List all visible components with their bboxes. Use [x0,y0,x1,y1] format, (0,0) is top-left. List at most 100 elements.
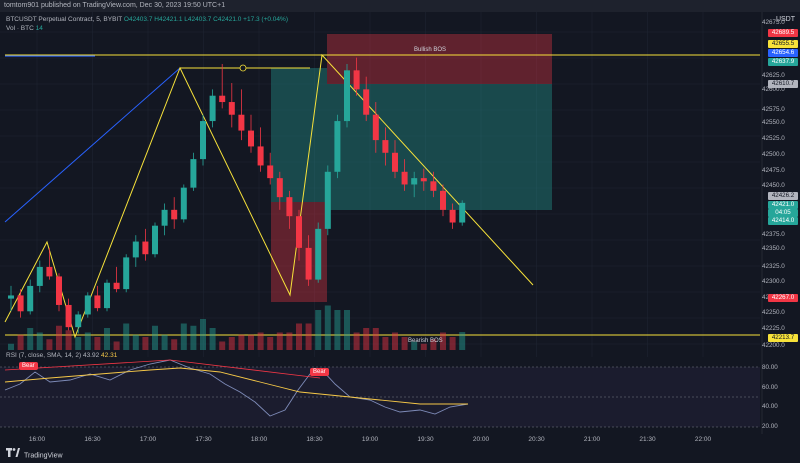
time-axis-tick: 16:30 [84,436,101,443]
price-label: 04:05 [768,209,798,217]
volume-bar [257,332,264,350]
volume-bar [276,332,283,350]
candle[interactable] [440,190,446,210]
volume-bar [180,323,187,350]
time-axis-tick: 20:00 [472,436,490,443]
volume-bar [27,328,34,350]
candle[interactable] [161,209,168,226]
bullish-bos-label: Bullish BOS [414,47,447,53]
volume-bar [113,341,120,350]
candle[interactable] [430,181,437,191]
volume-bar [324,305,331,350]
candle[interactable] [420,178,427,182]
time-axis-tick: 21:30 [639,436,656,443]
volume-bar [171,339,178,350]
volume-bar [286,332,293,350]
volume-label: Vol · BTC [6,25,34,32]
candle[interactable] [190,159,197,188]
candle[interactable] [56,276,62,305]
volume-bar [440,332,446,350]
candle[interactable] [36,266,43,286]
candle[interactable] [353,70,360,90]
chart-grid [0,12,760,434]
candle[interactable] [84,295,91,315]
candle[interactable] [392,152,398,172]
volume-bar [248,334,254,350]
candle[interactable] [27,285,34,312]
candle[interactable] [401,171,408,185]
price-axis-tick: 42525.0 [762,135,785,142]
candle[interactable] [113,282,120,290]
candle[interactable] [305,247,312,280]
candle[interactable] [219,95,226,103]
volume-bar [84,332,91,350]
candle[interactable] [372,114,379,141]
price-label: 42414.0 [768,217,798,225]
candle[interactable] [94,295,101,309]
candle[interactable] [142,241,149,255]
currency-label[interactable]: USDT [772,15,798,24]
candle[interactable] [411,178,418,185]
price-axis-tick: 42450.0 [762,182,785,189]
time-axis-tick: 19:00 [361,436,379,443]
pattern-point-marker [239,64,247,72]
candle[interactable] [171,209,178,220]
candle[interactable] [75,314,82,328]
volume-bar [152,325,158,350]
price-axis-tick: 42375.0 [762,231,785,238]
time-axis-tick: 17:30 [195,436,212,443]
volume-bar [123,323,130,350]
symbol-label[interactable]: BTCUSDT Perpetual Contract, 5, BYBIT [6,16,123,23]
candle[interactable] [296,216,302,248]
candle[interactable] [382,140,389,153]
time-axis[interactable]: 16:00 16:30 17:00 17:30 18:00 18:30 19:00 19:30… [0,434,800,447]
candle[interactable] [132,241,139,258]
price-axis-tick: 42575.0 [762,106,785,113]
candle[interactable] [248,130,254,147]
price-axis-tick: 42550.0 [762,119,785,126]
candle[interactable] [228,102,235,115]
candle[interactable] [8,295,14,299]
stop-loss-zone[interactable] [327,34,552,84]
volume-bar [334,310,341,350]
price-axis-tick: 42500.0 [762,151,785,158]
publish-header: tomtom901 published on TradingView.com, … [0,0,800,12]
candle[interactable] [344,70,350,122]
price-label: 42610.7 [768,80,798,88]
footer: TradingView [0,448,800,463]
rsi-label[interactable]: RSI (7, close, SMA, 14, 2) [6,352,82,359]
footer-brand[interactable]: TradingView [24,452,63,460]
candle[interactable] [123,257,130,290]
volume-bar [420,343,427,350]
candle[interactable] [200,121,206,160]
candle[interactable] [459,202,466,223]
candle[interactable] [65,304,72,328]
price-label: 42654.6 [768,49,798,57]
price-label: 42655.5 [768,40,798,48]
take-profit-zone[interactable] [327,84,552,210]
candle[interactable] [286,197,293,217]
volume-bar [344,310,350,350]
candle[interactable] [180,187,187,220]
candle[interactable] [17,295,24,312]
volume-bar [219,341,226,350]
price-axis-tick: 42625.0 [762,72,785,79]
candle[interactable] [363,89,370,115]
candle[interactable] [238,114,245,131]
candle[interactable] [315,228,322,280]
candle[interactable] [209,95,216,122]
volume-bar [161,334,168,350]
candle[interactable] [257,146,264,166]
candle[interactable] [267,165,274,179]
candle[interactable] [334,121,341,172]
tradingview-logo-icon[interactable] [6,448,20,463]
candle[interactable] [46,266,53,277]
candle[interactable] [152,225,158,255]
volume-bar [65,330,72,350]
candle[interactable] [449,209,456,223]
price-chart[interactable] [0,12,800,434]
candle[interactable] [324,171,331,229]
candle[interactable] [276,178,283,198]
volume-bar [142,337,149,350]
candle[interactable] [104,282,110,309]
